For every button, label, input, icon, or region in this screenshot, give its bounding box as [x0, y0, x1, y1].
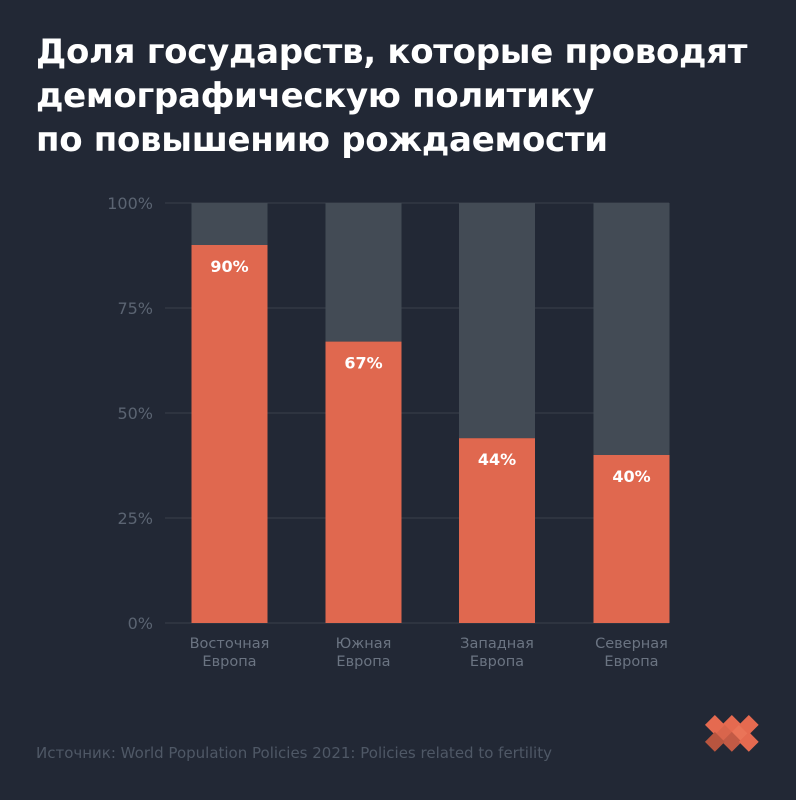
- data-label: 44%: [478, 450, 516, 469]
- data-label: 90%: [210, 257, 248, 276]
- y-tick-label: 0%: [128, 614, 153, 633]
- bar-remainder: [191, 203, 268, 245]
- bar: [593, 455, 670, 623]
- bar: [191, 245, 268, 623]
- bar: [459, 438, 535, 623]
- y-tick-label: 50%: [117, 404, 153, 423]
- pixel-heart-logo-icon: [704, 714, 759, 752]
- source-note: Источник: World Population Policies 2021…: [36, 744, 552, 762]
- chart-title: Доля государств, которые проводят демогр…: [36, 32, 748, 160]
- bar-chart: 0% 25% 50% 75% 100% 90% Восточная Европа 67% Южна…: [107, 194, 670, 670]
- y-tick-label: 75%: [117, 299, 153, 318]
- data-label: 67%: [344, 354, 382, 373]
- x-category-label: Южная Европа: [336, 636, 392, 670]
- y-tick-label: 25%: [117, 509, 153, 528]
- bar-remainder: [459, 203, 535, 439]
- bar-remainder: [325, 203, 402, 342]
- bar: [325, 341, 402, 623]
- bar-remainder: [593, 203, 670, 455]
- x-category-label: Восточная Европа: [190, 636, 270, 670]
- y-tick-label: 100%: [107, 194, 153, 213]
- x-category-label: Западная Европа: [460, 636, 534, 670]
- x-category-label: Северная Европа: [595, 636, 668, 670]
- data-label: 40%: [612, 467, 650, 486]
